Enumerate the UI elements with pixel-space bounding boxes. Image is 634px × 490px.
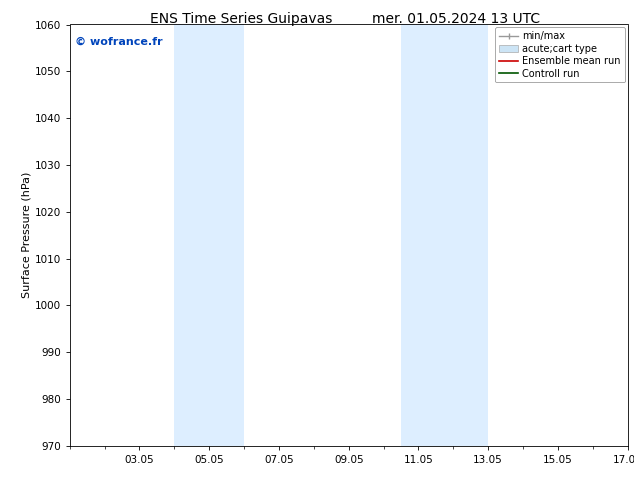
Text: mer. 01.05.2024 13 UTC: mer. 01.05.2024 13 UTC [372,12,541,26]
Legend: min/max, acute;cart type, Ensemble mean run, Controll run: min/max, acute;cart type, Ensemble mean … [495,27,624,82]
Text: ENS Time Series Guipavas: ENS Time Series Guipavas [150,12,332,26]
Y-axis label: Surface Pressure (hPa): Surface Pressure (hPa) [22,172,32,298]
Bar [401,24,488,446]
Text: © wofrance.fr: © wofrance.fr [75,37,163,47]
Bar [174,24,244,446]
